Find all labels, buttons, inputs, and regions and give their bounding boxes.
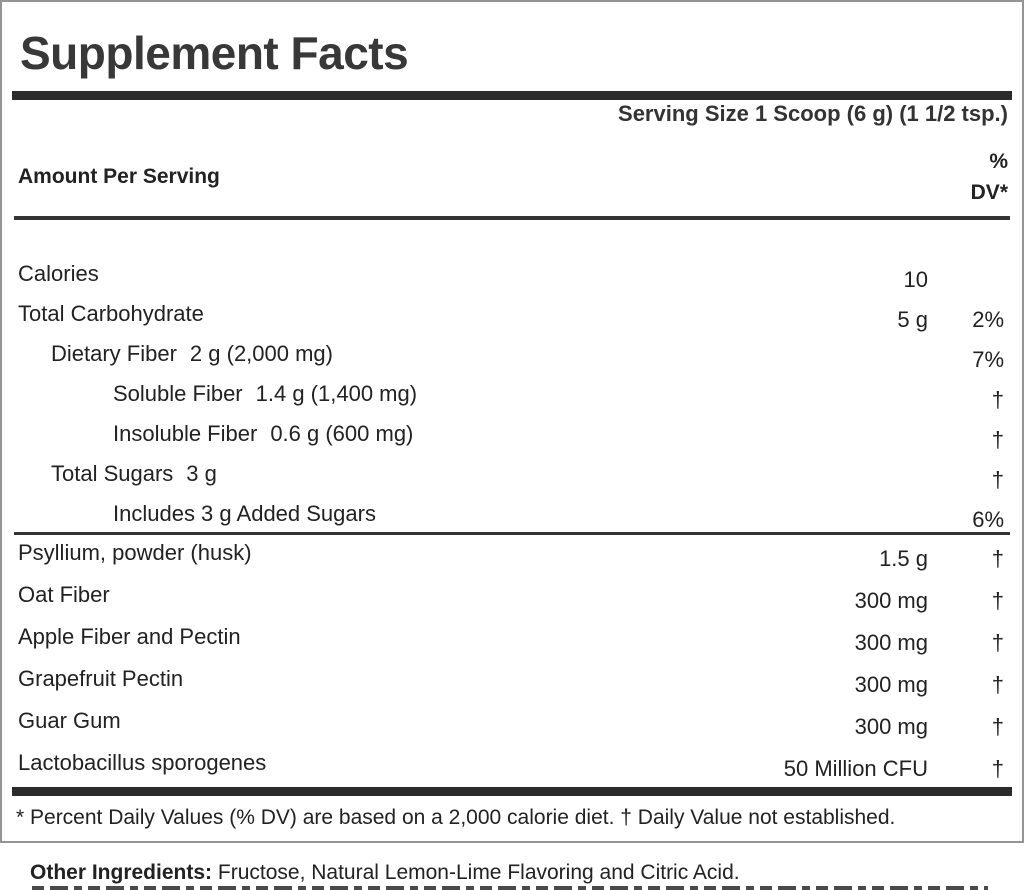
- supplement-facts-panel: Supplement Facts Serving Size 1 Scoop (6…: [0, 0, 1024, 843]
- ingredient-row: Lactobacillus sporogenes 50 Million CFU †: [2, 745, 1022, 787]
- row-name: Lactobacillus sporogenes: [18, 750, 267, 775]
- nutrients-separator-rule: [14, 532, 1010, 535]
- nutrient-row: Total Carbohydrate 5 g 2%: [2, 295, 1022, 335]
- row-name: Soluble Fiber 1.4 g (1,400 mg): [113, 381, 418, 406]
- row-name: Grapefruit Pectin: [18, 666, 184, 691]
- cropped-text-line: [32, 886, 988, 890]
- row-name: Insoluble Fiber 0.6 g (600 mg): [113, 421, 414, 446]
- ingredient-row: Psyllium, powder (husk) 1.5 g †: [2, 535, 1022, 577]
- nutrient-row: Dietary Fiber 2 g (2,000 mg) 7%: [2, 335, 1022, 375]
- row-dv: †: [991, 672, 1004, 697]
- row-dv: †: [991, 427, 1004, 452]
- row-name: Dietary Fiber 2 g (2,000 mg): [51, 341, 333, 366]
- amount-per-serving-header: Amount Per Serving: [18, 165, 220, 188]
- panel-title: Supplement Facts: [20, 27, 409, 79]
- row-amount: 300 mg: [854, 630, 928, 655]
- row-inline-amount: 1.4 g (1,400 mg): [255, 381, 418, 406]
- percent-dv-header-line2: DV*: [970, 181, 1008, 204]
- daily-value-footnote: * Percent Daily Values (% DV) are based …: [16, 806, 896, 829]
- row-name: Total Sugars 3 g: [51, 461, 217, 486]
- other-ingredients-label: Other Ingredients:: [30, 861, 213, 884]
- row-dv: †: [991, 546, 1004, 571]
- row-name: Oat Fiber: [18, 582, 110, 607]
- nutrient-rows: Calories 10 Total Carbohydrate 5 g 2% Dietary…: [2, 255, 1022, 535]
- row-name: Includes 3 g Added Sugars: [113, 501, 376, 526]
- row-dv: 7%: [972, 347, 1004, 372]
- row-name: Calories: [18, 261, 99, 286]
- header-separator-rule: [14, 216, 1010, 220]
- row-amount: 300 mg: [854, 588, 928, 613]
- percent-dv-header: % DV*: [971, 146, 1008, 208]
- nutrient-row: Insoluble Fiber 0.6 g (600 mg) †: [2, 415, 1022, 455]
- row-inline-amount: 2 g (2,000 mg): [189, 341, 333, 366]
- row-dv: †: [991, 387, 1004, 412]
- row-amount: 5 g: [897, 307, 928, 332]
- row-name: Apple Fiber and Pectin: [18, 624, 241, 649]
- ingredient-row: Apple Fiber and Pectin 300 mg †: [2, 619, 1022, 661]
- ingredient-row: Grapefruit Pectin 300 mg †: [2, 661, 1022, 703]
- row-dv: †: [991, 714, 1004, 739]
- other-ingredients-text: Fructose, Natural Lemon-Lime Flavoring a…: [217, 861, 740, 884]
- title-separator-bar: [12, 91, 1012, 100]
- percent-dv-header-line1: %: [989, 150, 1008, 173]
- other-ingredients-line: Other Ingredients: Fructose, Natural Lem…: [30, 861, 1024, 885]
- row-dv: 6%: [972, 507, 1004, 532]
- ingredient-row: Guar Gum 300 mg †: [2, 703, 1022, 745]
- column-header-row: Amount Per Serving % DV*: [18, 146, 1008, 208]
- row-inline-amount: 3 g: [186, 461, 217, 486]
- row-inline-amount: 0.6 g (600 mg): [270, 421, 414, 446]
- row-dv: †: [991, 588, 1004, 613]
- nutrient-row: Includes 3 g Added Sugars 6%: [2, 495, 1022, 535]
- serving-size-text: Serving Size 1 Scoop (6 g) (1 1/2 tsp.): [618, 101, 1008, 126]
- row-name: Psyllium, powder (husk): [18, 540, 252, 565]
- row-amount: 1.5 g: [879, 546, 928, 571]
- row-dv: †: [991, 467, 1004, 492]
- row-dv: 2%: [972, 307, 1004, 332]
- row-name: Guar Gum: [18, 708, 121, 733]
- ingredient-row: Oat Fiber 300 mg †: [2, 577, 1022, 619]
- row-amount: 300 mg: [854, 714, 928, 739]
- row-amount: 10: [903, 267, 928, 292]
- ingredient-rows: Psyllium, powder (husk) 1.5 g † Oat Fiber 30…: [2, 535, 1022, 787]
- row-dv: †: [991, 630, 1004, 655]
- nutrient-row: Total Sugars 3 g †: [2, 455, 1022, 495]
- nutrient-row: Calories 10: [2, 255, 1022, 295]
- row-amount: 300 mg: [854, 672, 928, 697]
- footnote-separator-bar: [12, 787, 1012, 796]
- nutrient-row: Soluble Fiber 1.4 g (1,400 mg) †: [2, 375, 1022, 415]
- row-name: Total Carbohydrate: [18, 301, 204, 326]
- row-amount: 50 Million CFU: [783, 756, 928, 781]
- row-dv: †: [991, 756, 1004, 781]
